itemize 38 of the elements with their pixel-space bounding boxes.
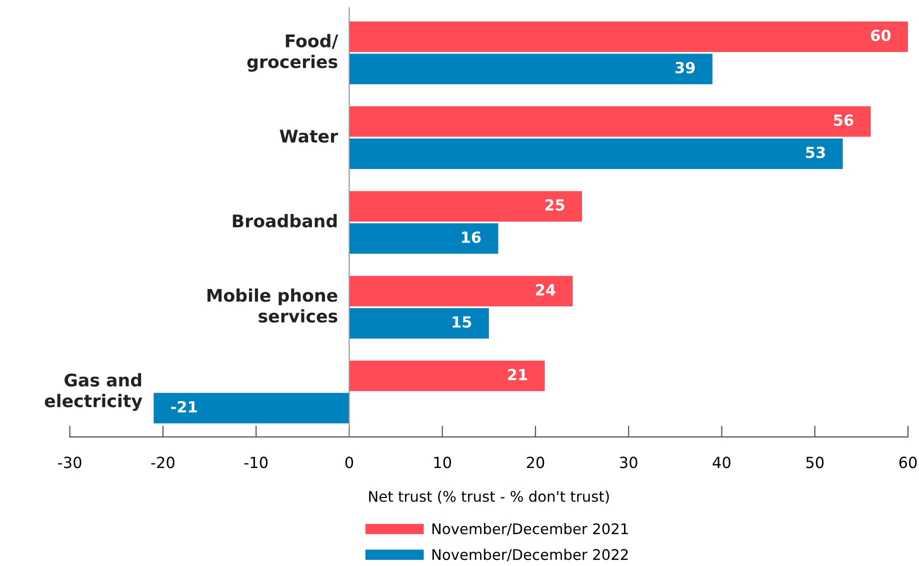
bar <box>349 191 582 222</box>
data-label: 21 <box>508 368 528 380</box>
bar <box>349 223 498 254</box>
data-label: 53 <box>806 146 825 158</box>
x-tick-label: 20 <box>526 456 544 468</box>
data-label: 25 <box>545 199 564 211</box>
data-label: 15 <box>452 316 472 328</box>
x-tick-label: 60 <box>899 456 917 468</box>
data-label: 39 <box>676 62 695 74</box>
x-tick-label: -20 <box>151 456 174 468</box>
x-tick-label: 50 <box>806 456 824 468</box>
legend-label: November/December 2021 <box>432 523 628 536</box>
y-tick-label: Gas and electricity <box>44 373 142 411</box>
bar <box>349 138 843 170</box>
x-tick-label: 30 <box>620 456 638 468</box>
bar <box>349 54 712 84</box>
x-tick-label: -30 <box>58 456 82 468</box>
bar <box>349 308 489 339</box>
x-tick-label: 10 <box>434 456 452 468</box>
data-label: 24 <box>536 284 556 296</box>
x-tick-label: 0 <box>345 456 354 468</box>
data-label: 60 <box>870 30 891 42</box>
data-label: -21 <box>171 401 197 412</box>
data-label: 56 <box>834 114 854 126</box>
y-tick-label: Mobile phone services <box>208 288 338 323</box>
bar <box>349 276 573 306</box>
x-tick-label: -10 <box>244 456 268 468</box>
bar <box>349 106 871 137</box>
bar <box>349 360 545 392</box>
x-axis-title: Net trust (% trust - % don't trust) <box>369 490 609 504</box>
y-tick-label: Water <box>280 130 338 143</box>
x-tick-label: 40 <box>712 456 730 468</box>
y-tick-label: Broadband <box>232 214 337 228</box>
data-label: 16 <box>462 231 481 243</box>
bar <box>154 392 350 424</box>
legend-label: November/December 2022 <box>432 548 628 562</box>
bar <box>349 21 908 52</box>
y-tick-label: Food/ groceries <box>247 34 338 72</box>
